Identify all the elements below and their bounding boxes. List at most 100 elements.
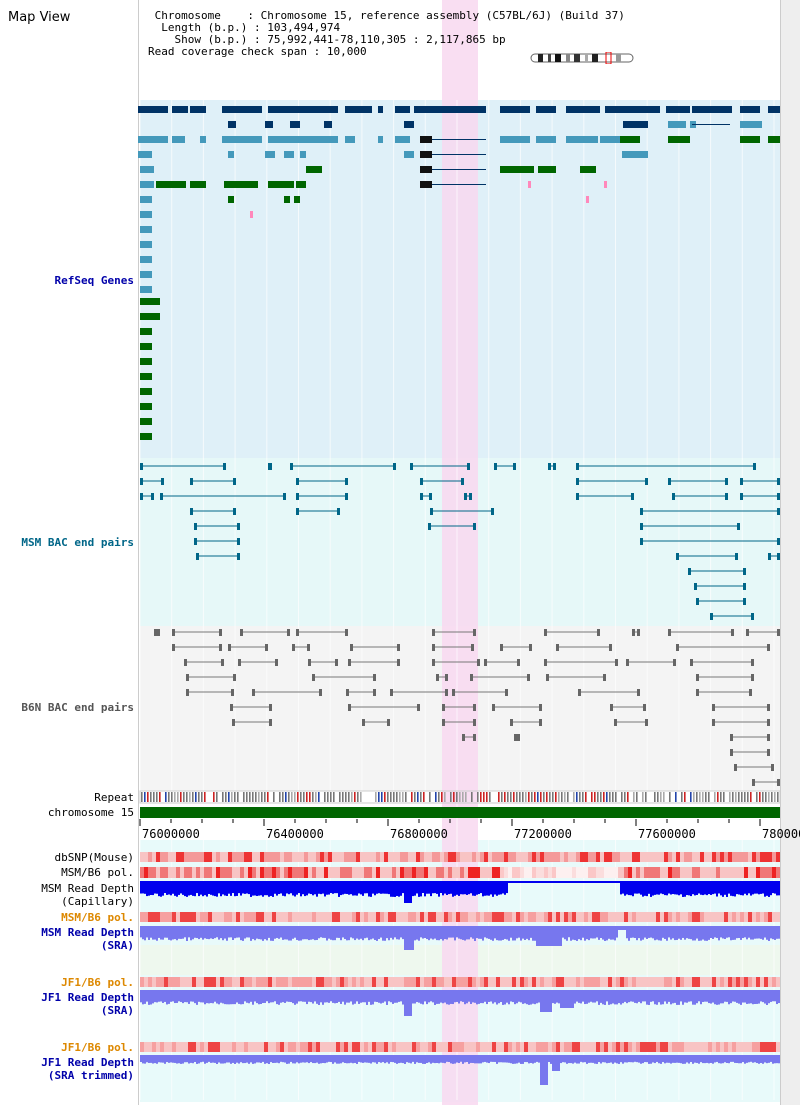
heat-cell [544, 1042, 548, 1052]
depth-bar [506, 881, 508, 894]
bac-end [514, 734, 517, 741]
depth-bar [276, 990, 278, 1005]
track-label-msm-bac[interactable]: MSM BAC end pairs [21, 536, 134, 549]
repeat-mark [501, 792, 503, 802]
heat-cell [348, 867, 352, 878]
repeat-mark [465, 792, 467, 802]
depth-bar [356, 881, 358, 896]
depth-bar [712, 881, 714, 895]
heat-cell [488, 867, 492, 878]
depth-bar [342, 990, 344, 1002]
heat-cell [572, 912, 576, 922]
bac-end [777, 629, 780, 636]
depth-bar [434, 926, 436, 939]
depth-bar [676, 1055, 678, 1063]
track-label-msm-depth-sra[interactable]: MSM Read Depth [41, 926, 134, 939]
heat-cell [184, 1042, 188, 1052]
depth-bar [306, 1055, 308, 1063]
chromosome-ideogram[interactable] [530, 52, 634, 64]
depth-bar [486, 926, 488, 939]
heat-cell [308, 852, 312, 862]
depth-bar [624, 1055, 626, 1063]
heat-cell [392, 852, 396, 862]
depth-bar [190, 990, 192, 1002]
repeat-mark [390, 792, 392, 802]
heat-cell [392, 1042, 396, 1052]
track-label-b6n-bac[interactable]: B6N BAC end pairs [21, 701, 134, 714]
depth-bar [158, 881, 160, 897]
depth-bar [228, 1055, 230, 1063]
repeat-mark [243, 792, 245, 802]
repeat-mark [768, 792, 770, 802]
depth-bar [620, 1055, 622, 1063]
track-label-jf1-b6-pol-2[interactable]: JF1/B6 pol. [61, 1041, 134, 1054]
track-label-jf1-depth-trim[interactable]: JF1 Read Depth [41, 1056, 134, 1069]
bac-end [397, 644, 400, 651]
gene-feature [140, 166, 154, 173]
repeat-mark [357, 792, 359, 802]
track-label-repeat[interactable]: Repeat [94, 791, 134, 804]
bac-end [464, 493, 467, 500]
depth-bar [584, 881, 586, 883]
heat-cell [144, 912, 148, 922]
depth-bar [494, 990, 496, 1003]
bac-end [578, 689, 581, 696]
repeat-mark [693, 792, 695, 802]
depth-bar [478, 881, 480, 895]
heat-cell [292, 1042, 296, 1052]
heat-cell [476, 867, 480, 878]
heat-cell [432, 867, 436, 878]
track-label-msm-depth-cap[interactable]: MSM Read Depth [41, 882, 134, 895]
bac-end [645, 478, 648, 485]
heat-cell [312, 1042, 316, 1052]
depth-bar [280, 926, 282, 938]
track-label-dbsnp[interactable]: dbSNP(Mouse) [54, 851, 134, 864]
heat-cell [240, 977, 244, 987]
depth-bar [188, 881, 190, 896]
depth-bar [518, 926, 520, 938]
track-label-msm-b6-pol[interactable]: MSM/B6 pol. [61, 866, 134, 879]
depth-bar [404, 881, 406, 903]
depth-bar [200, 1055, 202, 1063]
heat-cell [324, 1042, 328, 1052]
depth-bar [214, 926, 216, 939]
depth-bar [502, 1055, 504, 1063]
bac-end [777, 508, 780, 515]
depth-bar [566, 1055, 568, 1064]
heat-cell [456, 867, 460, 878]
depth-bar [174, 990, 176, 1004]
depth-bar [156, 926, 158, 941]
depth-bar [392, 990, 394, 1004]
repeat-mark [612, 792, 614, 802]
depth-bar [256, 926, 258, 939]
depth-bar [166, 990, 168, 1005]
depth-bar [480, 881, 482, 894]
bac-end [397, 659, 400, 666]
depth-bar [218, 881, 220, 894]
depth-bar [514, 990, 516, 1005]
track-label-jf1-b6-pol[interactable]: JF1/B6 pol. [61, 976, 134, 989]
depth-bar [154, 990, 156, 1003]
bac-end [510, 719, 513, 726]
depth-bar [464, 1055, 466, 1063]
depth-bar [156, 881, 158, 894]
track-label-msm-b6-pol-2[interactable]: MSM/B6 pol. [61, 911, 134, 924]
heat-cell [372, 912, 376, 922]
heat-cell [160, 977, 164, 987]
heat-cell [332, 1042, 336, 1052]
depth-bar [484, 1055, 486, 1062]
repeat-mark [438, 792, 440, 802]
repeat-mark [306, 792, 308, 802]
repeat-mark [429, 792, 431, 802]
heat-cell [180, 852, 184, 862]
depth-bar [362, 990, 364, 1003]
depth-bar [534, 1055, 536, 1063]
heat-cell [160, 852, 164, 862]
track-label-refseq[interactable]: RefSeq Genes [54, 274, 134, 287]
track-label-jf1-depth-sra[interactable]: JF1 Read Depth [41, 991, 134, 1004]
heat-cell [716, 852, 720, 862]
repeat-mark [699, 792, 701, 802]
depth-bar [238, 926, 240, 938]
heat-cell [408, 1042, 412, 1052]
